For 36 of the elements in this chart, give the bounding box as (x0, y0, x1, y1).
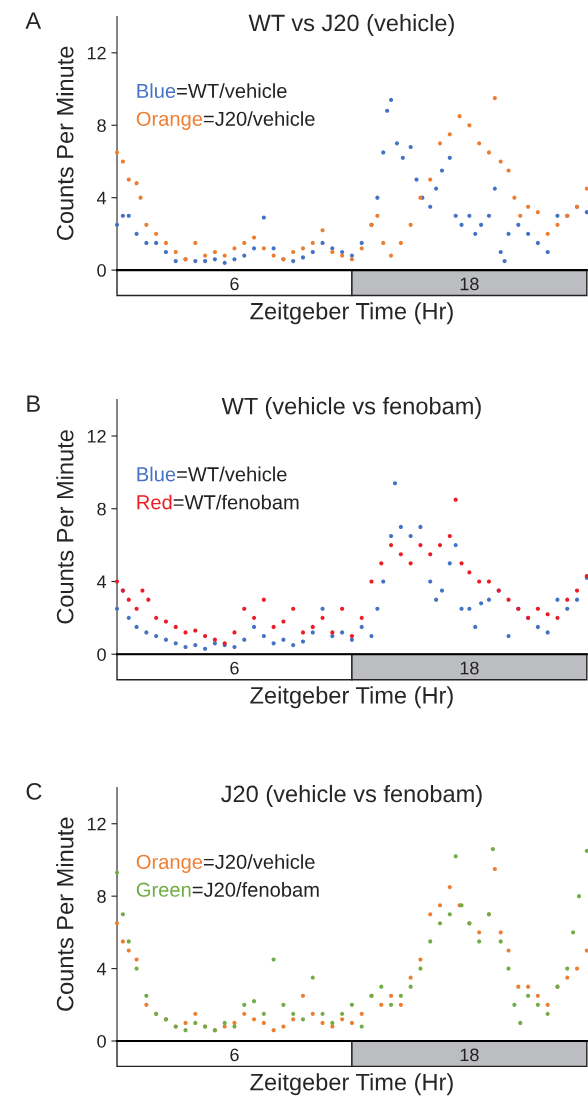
y-axis-title: Counts Per Minute (56, 430, 74, 624)
chart-title: J20 (vehicle vs fenobam) (221, 784, 482, 807)
x-tick-label: 6 (230, 277, 239, 291)
chart-title: WT (vehicle vs fenobam) (221, 397, 481, 420)
text: B (27, 395, 40, 412)
text: Blue=WT/vehicle (137, 466, 287, 482)
y-tick-label: 0 (97, 1034, 106, 1048)
y-tick-label: 4 (96, 962, 107, 976)
x-axis-title: Zeitgeber Time (Hr) (250, 686, 453, 709)
y-tick-label: 12 (87, 46, 106, 60)
y-tick-label: 0 (97, 648, 106, 661)
y-tick-label: 12 (87, 817, 106, 831)
text: Red=WT/fenobam (137, 494, 299, 510)
y-tick-label: 0 (97, 264, 106, 277)
y-axis-title: Counts Per Minute (56, 46, 74, 240)
series-label: Orange=J20/vehicle (136, 111, 315, 130)
text: C (26, 783, 42, 800)
text: Orange=J20/vehicle (136, 854, 315, 873)
y-axis-title: Counts Per Minute (56, 817, 74, 1011)
x-tick-label: 6 (230, 1048, 239, 1062)
y-tick-label: 12 (87, 429, 106, 443)
series-label: Green=J20/fenobam (136, 882, 319, 897)
y-tick-label: 8 (97, 119, 106, 132)
x-tick-label: 18 (460, 1048, 479, 1062)
x-tick-label: 18 (460, 277, 479, 291)
y-tick-label: 8 (97, 890, 106, 903)
x-tick-label: 6 (230, 661, 239, 675)
x-axis-title: Zeitgeber Time (Hr) (250, 302, 453, 325)
y-tick-label: 4 (96, 191, 107, 205)
chart-title: WT vs J20 (vehicle) (248, 13, 454, 36)
text: Blue=WT/vehicle (137, 83, 287, 99)
y-tick-label: 4 (96, 575, 107, 589)
y-tick-label: 8 (97, 502, 106, 516)
x-axis-title: Zeitgeber Time (Hr) (250, 1073, 453, 1096)
text: A (25, 12, 42, 29)
x-tick-label: 18 (460, 661, 479, 675)
